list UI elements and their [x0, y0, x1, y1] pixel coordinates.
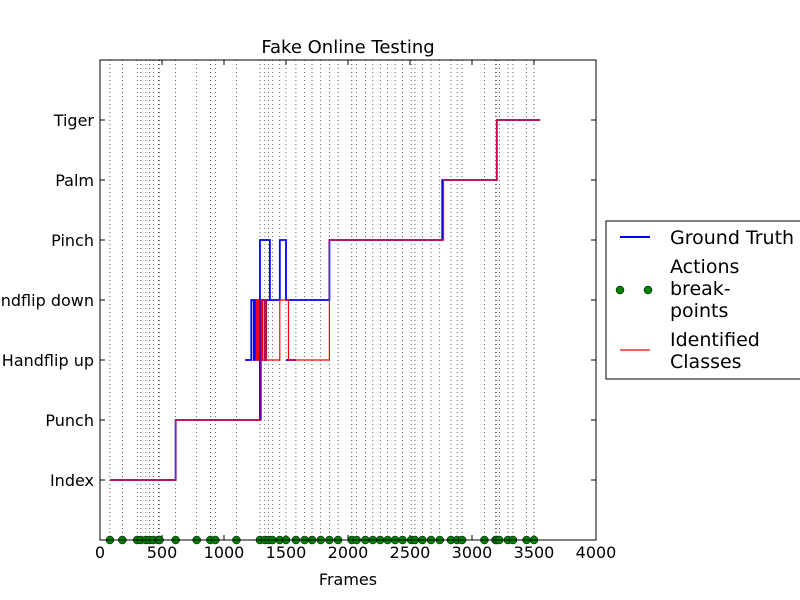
- chart-title: Fake Online Testing: [261, 37, 434, 58]
- x-tick-labels: 0 500 1000 1500 2000 2500 3000 3500 4000: [95, 543, 616, 562]
- legend-label-1-2: points: [670, 300, 728, 322]
- y-tick-labels: Index Punch Handflip up Handflip down Pinch P…: [0, 111, 94, 490]
- series-0-line: [109, 119, 541, 481]
- legend-label-2-0: Identified: [670, 329, 760, 351]
- axis-ticks: [99, 60, 597, 540]
- x-tick-label-7: 3500: [514, 543, 555, 562]
- plot-area: [99, 59, 597, 541]
- y-tick-label-5: Palm: [55, 171, 94, 190]
- y-tick-label-2: Handflip up: [2, 351, 94, 370]
- legend-label-1-1: break-: [670, 278, 731, 300]
- x-tick-label-8: 4000: [576, 543, 617, 562]
- y-tick-label-0: Index: [50, 471, 94, 490]
- y-tick-label-6: Tiger: [53, 111, 95, 130]
- series-lines: [109, 119, 541, 481]
- x-tick-label-0: 0: [95, 543, 105, 562]
- legend-label-1-0: Actions: [670, 256, 739, 278]
- y-tick-label-4: Pinch: [51, 231, 94, 250]
- x-tick-label-1: 500: [147, 543, 178, 562]
- series-1-line: [109, 119, 541, 481]
- y-tick-label-3: Handflip down: [0, 291, 94, 310]
- x-tick-label-2: 1000: [204, 543, 245, 562]
- x-tick-label-5: 2500: [390, 543, 431, 562]
- x-tick-label-4: 2000: [328, 543, 369, 562]
- legend-label-0-0: Ground Truth: [670, 227, 794, 249]
- x-tick-label-3: 1500: [266, 543, 307, 562]
- legend-box: [605, 220, 800, 380]
- x-axis-label: Frames: [319, 570, 377, 589]
- legend-handle-1-a: [615, 285, 625, 295]
- legend-handle-1-b: [643, 285, 653, 295]
- series-1-segment-0: [255, 299, 260, 361]
- legend-label-2-1: Classes: [670, 351, 742, 373]
- y-tick-label-1: Punch: [45, 411, 94, 430]
- x-tick-label-6: 3000: [452, 543, 493, 562]
